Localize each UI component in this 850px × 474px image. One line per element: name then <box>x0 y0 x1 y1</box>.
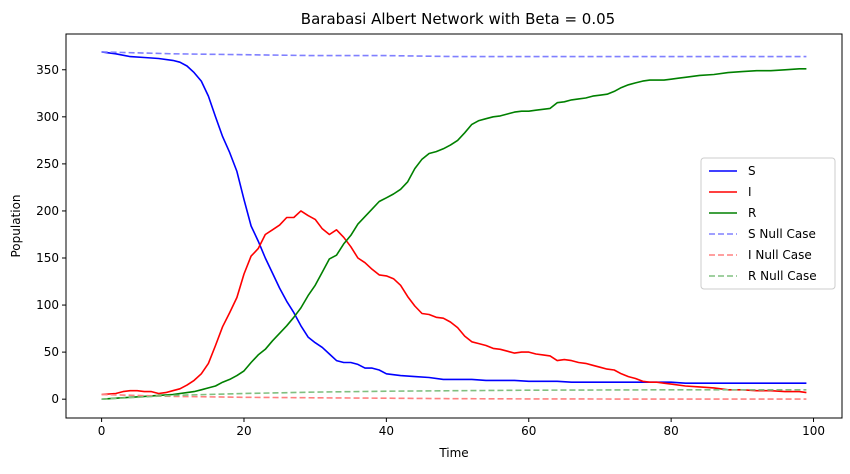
y-tick-label: 300 <box>36 110 59 124</box>
y-tick-label: 250 <box>36 157 59 171</box>
x-tick-label: 20 <box>236 424 251 438</box>
y-axis-label: Population <box>9 194 23 257</box>
y-tick-label: 200 <box>36 204 59 218</box>
legend-label-s-null-case: S Null Case <box>748 227 816 241</box>
y-tick-label: 0 <box>51 392 59 406</box>
legend-label-r-null-case: R Null Case <box>748 269 817 283</box>
legend-label-i-null-case: I Null Case <box>748 248 812 262</box>
y-tick-label: 350 <box>36 63 59 77</box>
y-tick-label: 50 <box>44 345 59 359</box>
x-tick-label: 80 <box>663 424 678 438</box>
y-tick-label: 100 <box>36 298 59 312</box>
x-axis-label: Time <box>438 446 468 460</box>
legend: SIR S Null Case I Null Case R Null Case <box>701 158 835 289</box>
x-tick-label: 100 <box>802 424 825 438</box>
y-tick-label: 150 <box>36 251 59 265</box>
x-tick-label: 40 <box>379 424 394 438</box>
x-tick-label: 60 <box>521 424 536 438</box>
chart-title: Barabasi Albert Network with Beta = 0.05 <box>301 10 615 28</box>
legend-label-i: I <box>748 185 752 199</box>
legend-label-r: R <box>748 206 756 220</box>
x-tick-label: 0 <box>98 424 106 438</box>
legend-label-s: S <box>748 164 756 178</box>
